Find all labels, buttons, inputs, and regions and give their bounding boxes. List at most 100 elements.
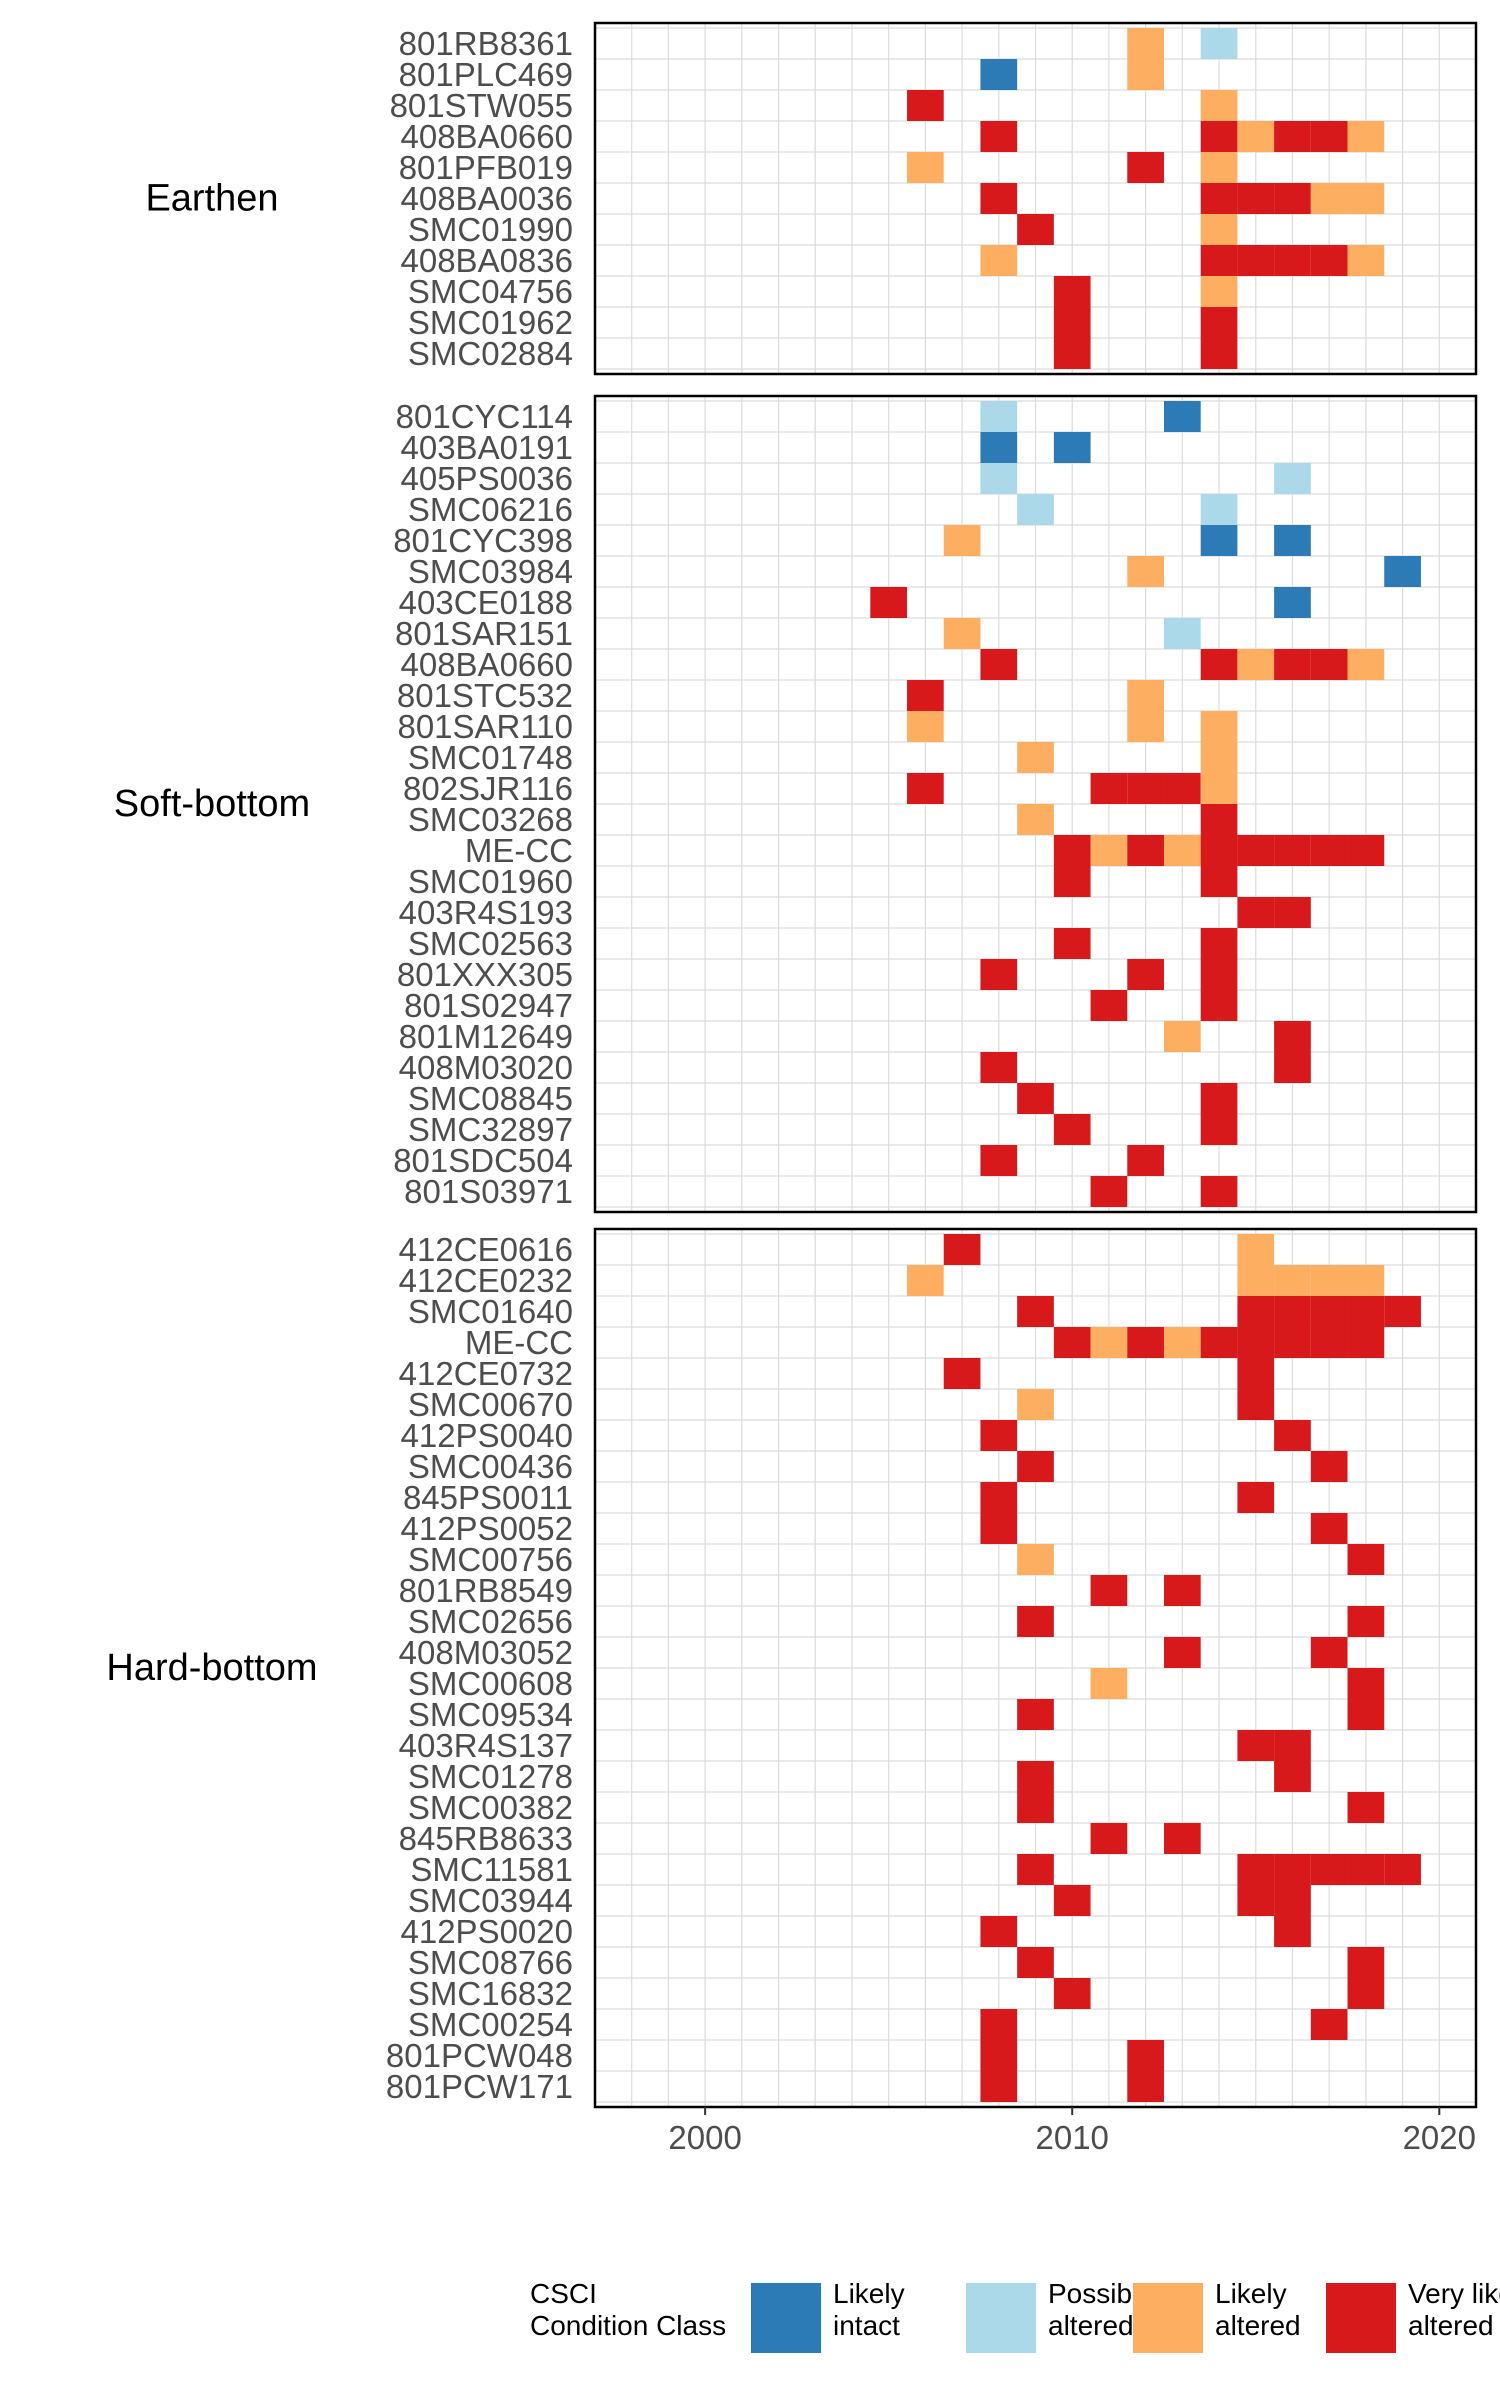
panel-label: Soft-bottom <box>114 783 310 825</box>
tile-smc02563-2014 <box>1200 928 1238 959</box>
tile-smc03944-2015 <box>1237 1885 1275 1916</box>
station-label: SMC08766 <box>408 1944 573 1981</box>
legend-swatch <box>751 2283 821 2353</box>
tile-403r4s193-2016 <box>1274 897 1311 928</box>
tile-845ps0011-2008 <box>980 1482 1018 1513</box>
station-label: 408BA0036 <box>401 180 574 217</box>
tile-801cyc398-2014 <box>1200 525 1238 556</box>
station-label: SMC02563 <box>408 925 573 962</box>
tile-801s02947-2014 <box>1200 990 1238 1021</box>
tile-smc01640-2009 <box>1017 1296 1054 1327</box>
station-label: SMC01278 <box>408 1758 573 1795</box>
tile-smc06216-2009 <box>1017 494 1054 525</box>
station-label: 408BA0660 <box>401 646 574 683</box>
tile-801sar110-2014 <box>1200 711 1238 742</box>
station-label: 403R4S137 <box>399 1727 573 1764</box>
tile-802sjr116-2013 <box>1163 773 1201 804</box>
station-label: 801PCW171 <box>386 2068 573 2105</box>
tile-smc04756-2014 <box>1200 276 1238 307</box>
station-label: SMC16832 <box>408 1975 573 2012</box>
tile-smc02884-2014 <box>1200 338 1238 369</box>
station-label: SMC00382 <box>408 1789 573 1826</box>
tile-smc01962-2014 <box>1200 307 1238 338</box>
tile-smc01640-2017 <box>1310 1296 1348 1327</box>
tile-smc01748-2009 <box>1017 742 1054 773</box>
tile-801cyc114-2008 <box>980 401 1018 432</box>
tile-smc01278-2009 <box>1017 1761 1054 1792</box>
station-label: SMC02656 <box>408 1603 573 1640</box>
tile-408ba0036-2015 <box>1237 183 1275 214</box>
tile-smc11581-2019 <box>1384 1854 1421 1885</box>
tile-845rb8633-2013 <box>1163 1823 1201 1854</box>
tile-smc04756-2010 <box>1053 276 1091 307</box>
station-label: SMC06216 <box>408 491 573 528</box>
tile-408ba0660-2016 <box>1274 649 1311 680</box>
station-label: 408BA0660 <box>401 118 574 155</box>
tile-801rb8361-2012 <box>1127 28 1164 59</box>
station-label: 801S02947 <box>404 987 573 1024</box>
station-label: SMC01748 <box>408 739 573 776</box>
panel-hard-bottom: 412CE0616412CE0232SMC01640ME-CC412CE0732… <box>106 1227 1478 2109</box>
tile-408ba0836-2014 <box>1200 245 1238 276</box>
station-label: 801PFB019 <box>399 149 573 186</box>
x-tick-label: 2020 <box>1403 2119 1476 2156</box>
tile-801rb8549-2013 <box>1163 1575 1201 1606</box>
tile-801stc532-2006 <box>907 680 944 711</box>
tile-me-cc-2014 <box>1200 835 1238 866</box>
station-label: 403CE0188 <box>399 584 573 621</box>
tile-801pcw048-2012 <box>1127 2040 1164 2071</box>
tile-me-cc-2015 <box>1237 835 1275 866</box>
station-label: SMC03984 <box>408 553 573 590</box>
tile-me-cc-2016 <box>1274 1327 1311 1358</box>
station-label: 801RB8361 <box>399 25 573 62</box>
station-label: SMC01640 <box>408 1293 573 1330</box>
tile-412ce0616-2015 <box>1237 1234 1275 1265</box>
tile-smc06216-2014 <box>1200 494 1238 525</box>
tile-801rb8361-2014 <box>1200 28 1238 59</box>
tile-smc00436-2009 <box>1017 1451 1054 1482</box>
tile-801pcw171-2012 <box>1127 2071 1164 2102</box>
station-label: 408M03020 <box>399 1049 573 1086</box>
tile-smc11581-2018 <box>1347 1854 1385 1885</box>
station-label: SMC09534 <box>408 1696 573 1733</box>
panel-border <box>593 21 1478 376</box>
tile-408ba0660-2008 <box>980 649 1018 680</box>
station-label: 412PS0040 <box>401 1417 574 1454</box>
station-label: SMC02884 <box>408 335 573 372</box>
tile-408m03020-2016 <box>1274 1052 1311 1083</box>
tile-me-cc-2017 <box>1310 835 1348 866</box>
station-label: SMC00670 <box>408 1386 573 1423</box>
tile-me-cc-2013 <box>1163 1327 1201 1358</box>
tile-408ba0036-2018 <box>1347 183 1385 214</box>
tile-smc08766-2018 <box>1347 1947 1385 1978</box>
x-axis: 2000 2010 2020 <box>668 2107 1476 2156</box>
tile-403ce0188-2005 <box>870 587 908 618</box>
tile-smc01990-2014 <box>1200 214 1238 245</box>
x-tick-label: 2000 <box>668 2119 741 2156</box>
station-label: 403BA0191 <box>401 429 574 466</box>
station-label: 801RB8549 <box>399 1572 573 1609</box>
tile-801sar110-2012 <box>1127 711 1164 742</box>
legend-entry-label: Likely <box>833 2278 905 2309</box>
tile-412ce0732-2015 <box>1237 1358 1275 1389</box>
tile-801cyc398-2007 <box>943 525 981 556</box>
tile-802sjr116-2014 <box>1200 773 1238 804</box>
legend-entry-label: intact <box>833 2310 900 2341</box>
tile-smc03984-2012 <box>1127 556 1164 587</box>
tile-802sjr116-2011 <box>1090 773 1128 804</box>
tile-smc16832-2018 <box>1347 1978 1385 2009</box>
tile-408ba0660-2014 <box>1200 649 1238 680</box>
station-label: 801CYC114 <box>396 398 573 435</box>
tile-smc00670-2009 <box>1017 1389 1054 1420</box>
tile-801plc469-2012 <box>1127 59 1164 90</box>
legend-entry-label: Very likely <box>1408 2278 1500 2309</box>
tile-408ba0660-2018 <box>1347 121 1385 152</box>
tile-smc00254-2008 <box>980 2009 1018 2040</box>
tile-me-cc-2014 <box>1200 1327 1238 1358</box>
station-label: 801CYC398 <box>393 522 573 559</box>
tile-403ba0191-2010 <box>1053 432 1091 463</box>
